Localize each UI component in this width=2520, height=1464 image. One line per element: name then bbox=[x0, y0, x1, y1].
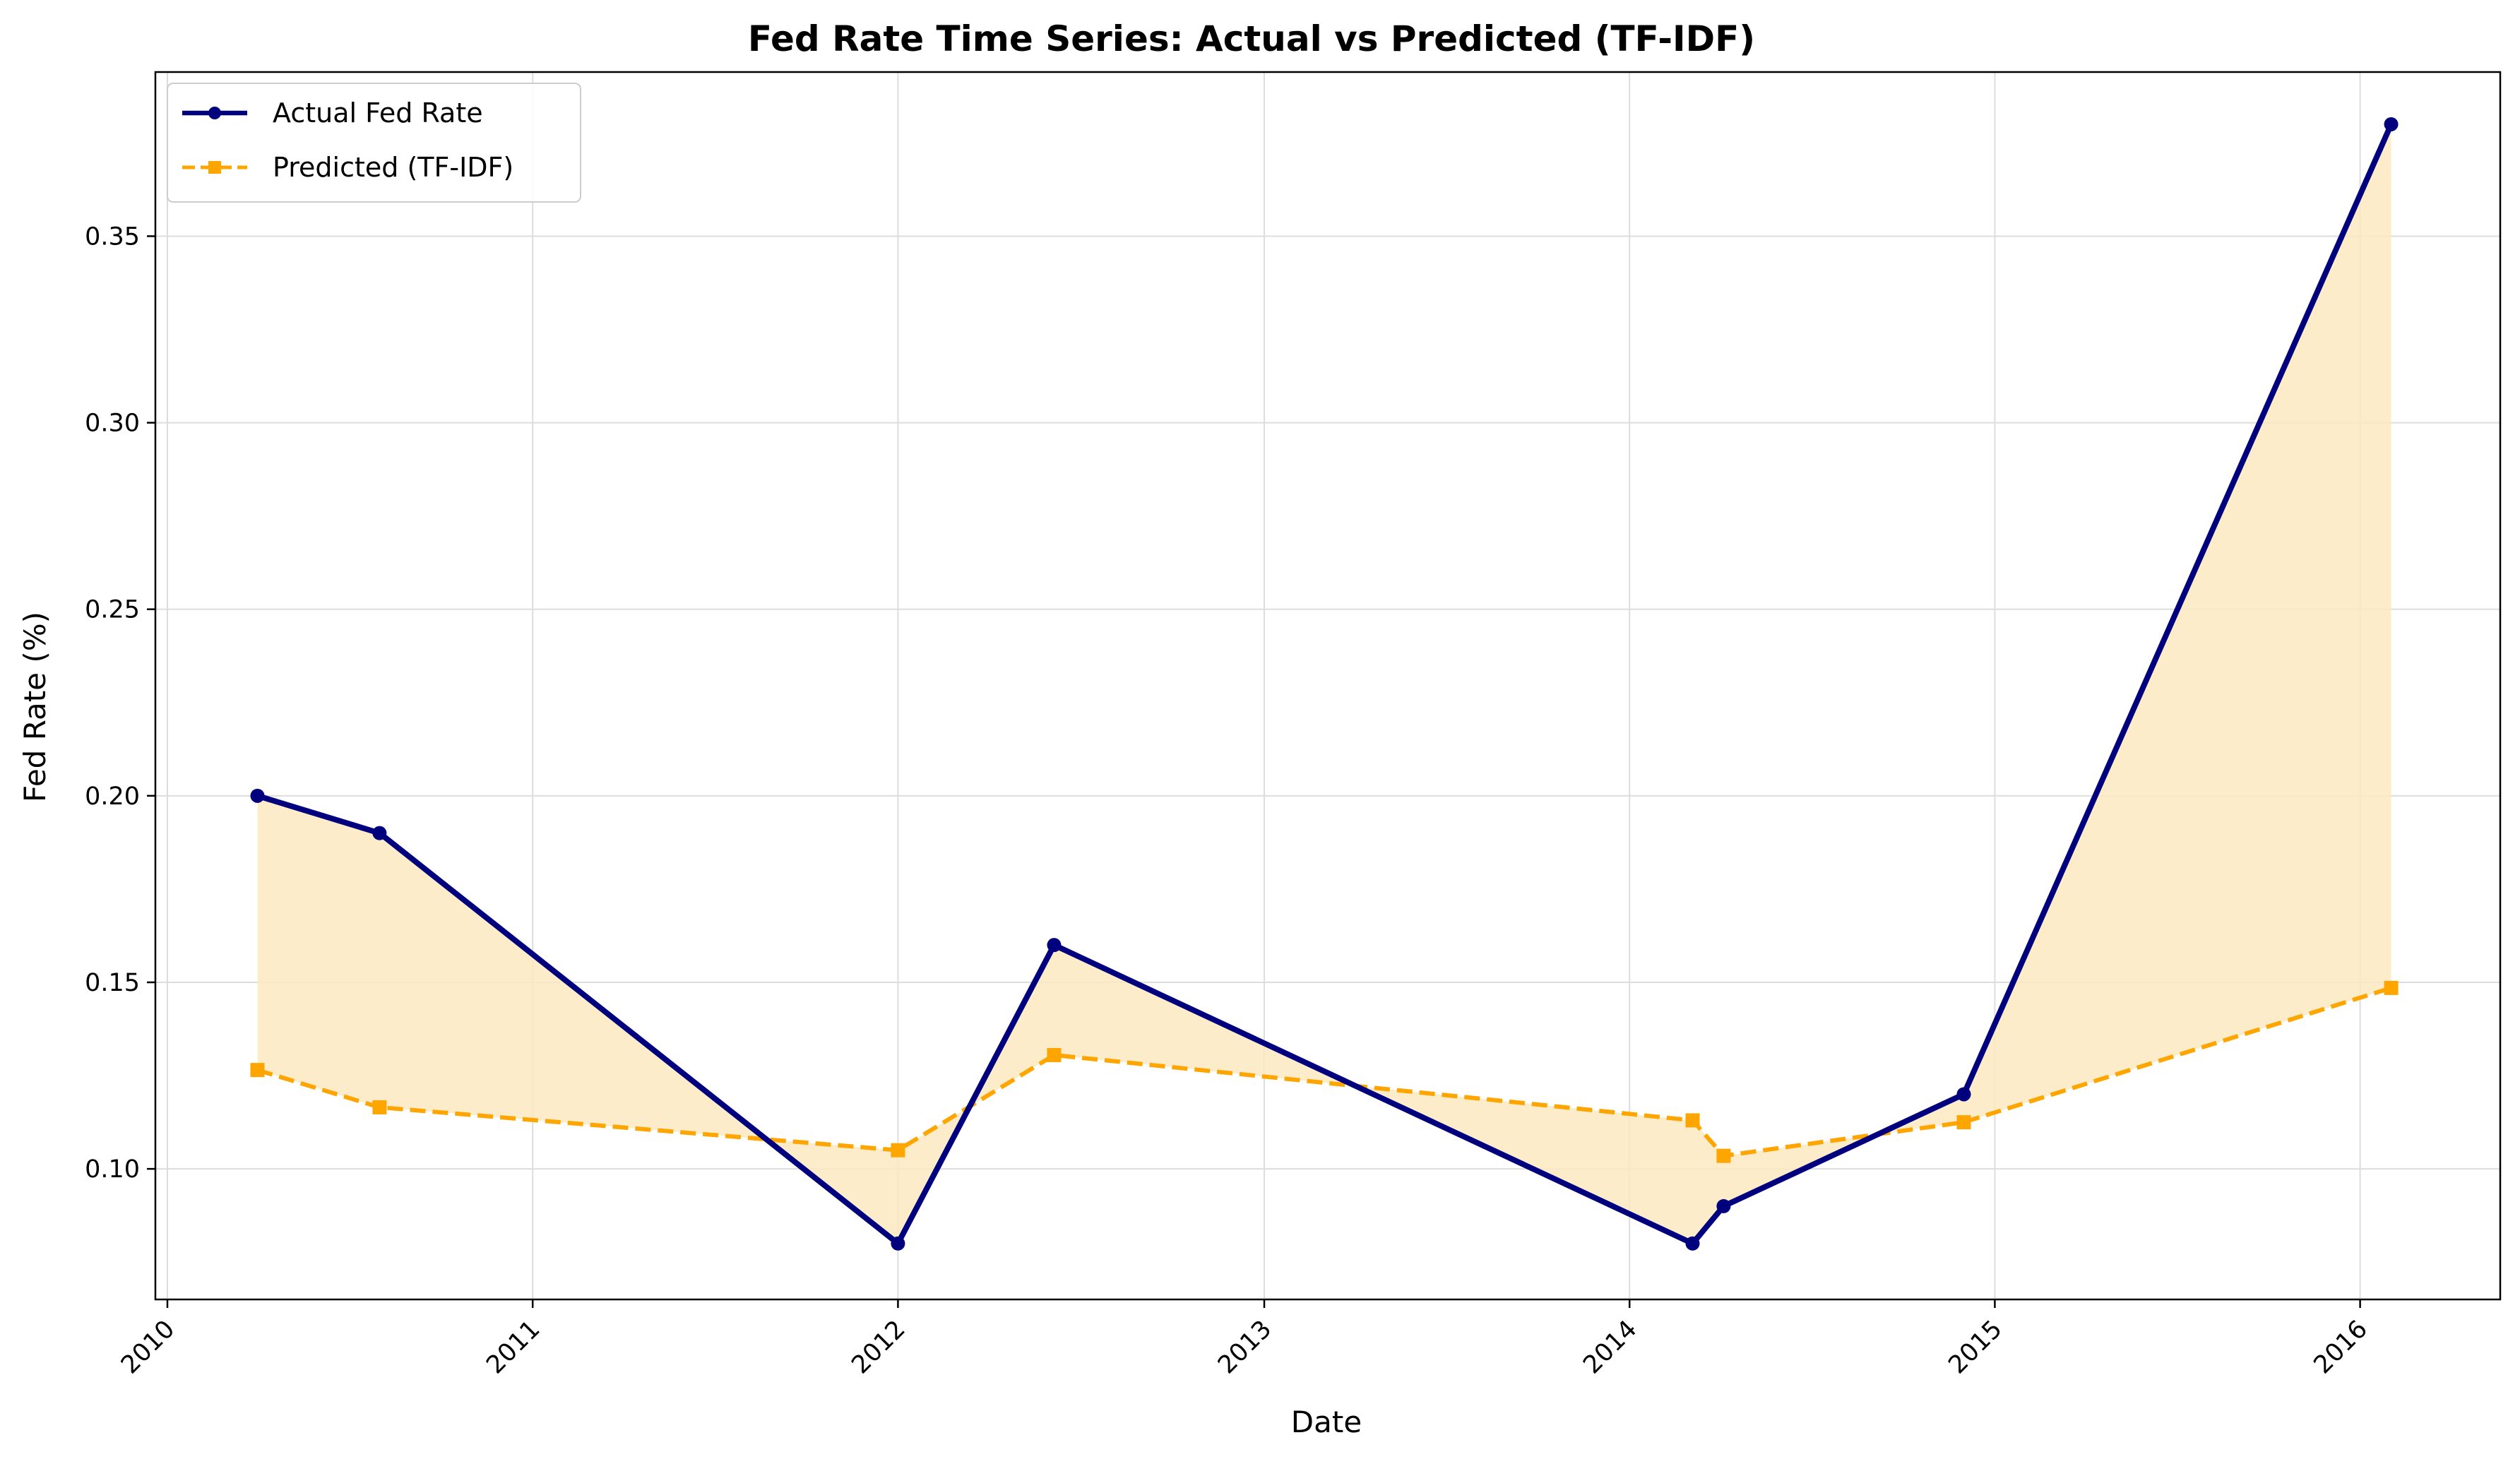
legend-entry-actual: Actual Fed Rate bbox=[182, 97, 483, 129]
series-line-actual bbox=[256, 123, 2394, 1246]
point-predicted-2 bbox=[891, 1143, 905, 1157]
point-predicted-6 bbox=[1956, 1115, 1971, 1130]
legend-label-predicted: Predicted (TF-IDF) bbox=[273, 152, 513, 183]
point-predicted-7 bbox=[2384, 980, 2399, 995]
point-actual-4 bbox=[1685, 1236, 1700, 1251]
y-tick-label-0.20: 0.20 bbox=[85, 782, 140, 811]
point-actual-2 bbox=[891, 1236, 905, 1251]
y-tick-label-0.35: 0.35 bbox=[85, 222, 140, 251]
legend-entry-predicted: Predicted (TF-IDF) bbox=[182, 152, 513, 183]
point-predicted-0 bbox=[250, 1063, 265, 1078]
y-tick-label-0.25: 0.25 bbox=[85, 596, 140, 624]
point-actual-6 bbox=[1956, 1087, 1971, 1102]
legend: Actual Fed Rate Predicted (TF-IDF) bbox=[167, 83, 581, 203]
series-layer bbox=[250, 117, 2399, 1251]
legend-marker-predicted bbox=[208, 161, 221, 174]
point-actual-0 bbox=[250, 788, 265, 803]
y-tick-label-0.10: 0.10 bbox=[85, 1155, 140, 1184]
legend-marker-actual bbox=[208, 107, 221, 119]
legend-label-actual: Actual Fed Rate bbox=[273, 97, 483, 129]
legend-box bbox=[167, 83, 581, 203]
point-actual-7 bbox=[2384, 117, 2399, 131]
y-axis-label: Fed Rate (%) bbox=[18, 612, 52, 802]
point-actual-3 bbox=[1047, 938, 1062, 953]
series-line-predicted bbox=[256, 986, 2392, 1158]
chart-title: Fed Rate Time Series: Actual vs Predicte… bbox=[748, 18, 1755, 59]
point-actual-1 bbox=[372, 826, 387, 840]
point-predicted-5 bbox=[1716, 1148, 1731, 1163]
y-tick-label-0.15: 0.15 bbox=[85, 969, 140, 997]
point-predicted-1 bbox=[372, 1100, 387, 1114]
point-predicted-3 bbox=[1047, 1047, 1062, 1062]
point-predicted-4 bbox=[1685, 1113, 1700, 1128]
plot-area-frame bbox=[154, 71, 2502, 1301]
x-axis-label: Date bbox=[1291, 1405, 1362, 1439]
y-tick-label-0.30: 0.30 bbox=[85, 410, 140, 438]
point-actual-5 bbox=[1716, 1198, 1731, 1213]
